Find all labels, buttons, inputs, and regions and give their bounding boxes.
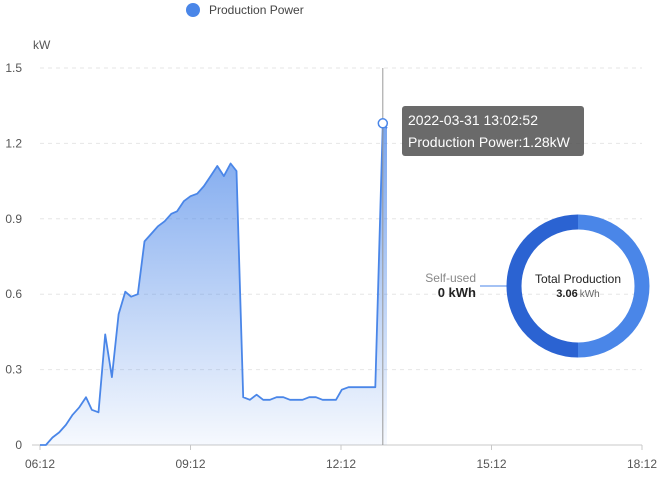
x-axis: 06:12 09:12 12:12 15:12 18:12 [25, 444, 657, 471]
y-tick-label: 0.6 [5, 287, 22, 301]
total-production-label: Total Production [534, 272, 622, 286]
chart-tooltip: 2022-03-31 13:02:52 Production Power:1.2… [402, 106, 584, 156]
self-used-number: 0 [437, 285, 445, 300]
donut-segment-remaining[interactable] [577, 214, 650, 358]
legend-label: Production Power [209, 3, 304, 17]
total-production-unit: kWh [579, 289, 600, 300]
self-used-label: Self-used [425, 271, 476, 285]
x-tick-label: 09:12 [175, 457, 205, 471]
y-tick-label: 1.5 [5, 61, 22, 75]
series-production-power [40, 122, 388, 446]
y-tick-label: 0.3 [5, 363, 22, 377]
y-axis-label: kW [33, 38, 51, 52]
y-tick-label: 1.2 [5, 136, 22, 150]
x-tick-label: 15:12 [476, 457, 506, 471]
highlight-point[interactable] [377, 118, 389, 129]
x-tick-label: 06:12 [25, 457, 55, 471]
self-used-unit: kWh [448, 285, 476, 300]
self-used-callout: Self-used 0 kWh [380, 271, 476, 301]
tooltip-time: 2022-03-31 13:02:52 [408, 112, 538, 128]
total-production-value: 3.06 kWh [510, 287, 646, 302]
x-tick-label: 18:12 [627, 457, 657, 471]
x-tick-label: 12:12 [326, 457, 356, 471]
production-donut [480, 214, 650, 358]
series-area [40, 123, 387, 446]
y-axis-ticks: 0 0.3 0.6 0.9 1.2 1.5 [5, 61, 22, 452]
donut-segment-self-used[interactable] [506, 214, 579, 358]
y-tick-label: 0.9 [5, 212, 22, 226]
chart-legend[interactable]: Production Power [186, 2, 304, 18]
series-line [40, 122, 388, 446]
legend-marker [186, 3, 200, 17]
donut-center-text: Total Production 3.06 kWh [510, 271, 646, 302]
self-used-value: 0 kWh [380, 285, 476, 301]
y-tick-label: 0 [15, 438, 22, 452]
total-production-number: 3.06 [556, 288, 578, 300]
tooltip-value: Production Power:1.28kW [408, 134, 570, 150]
